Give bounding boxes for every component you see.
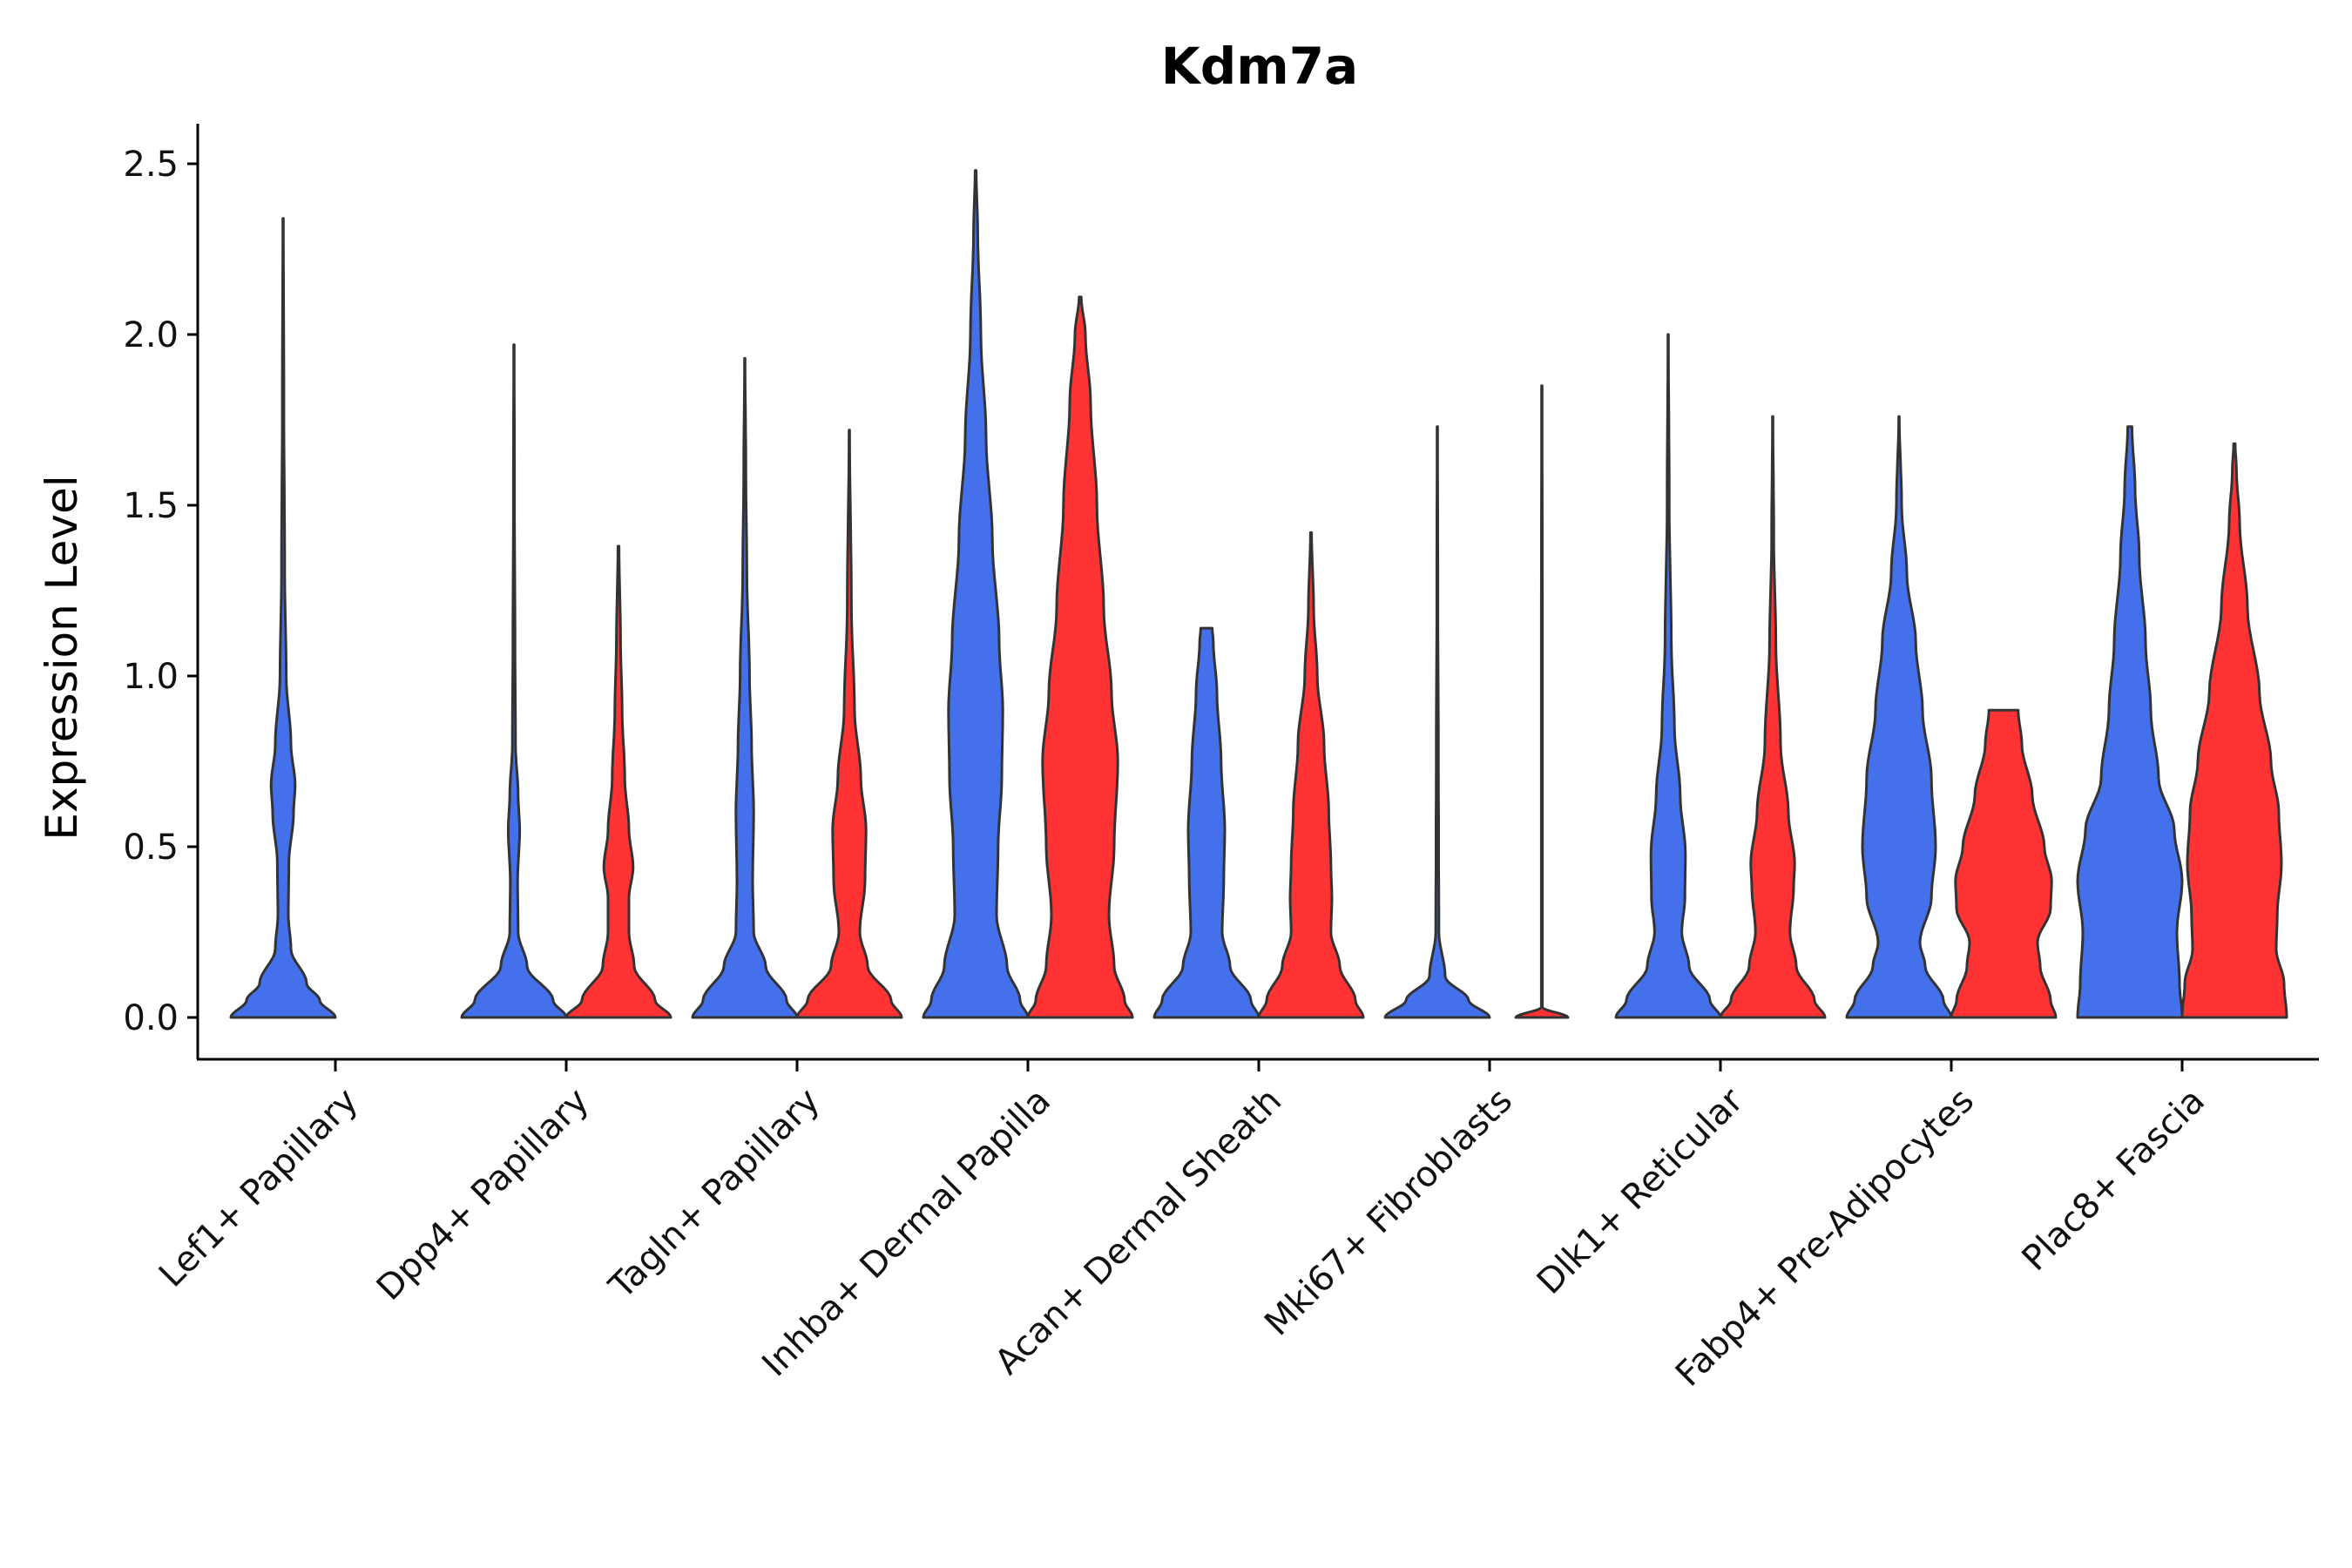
violin-blue-5 — [1152, 626, 1260, 1019]
violin-red-9 — [2180, 442, 2288, 1019]
violin-red-3 — [795, 429, 903, 1019]
y-tick-label: 1.0 — [123, 657, 179, 697]
y-tick-label: 1.5 — [123, 486, 179, 526]
violin-red-5 — [1257, 531, 1365, 1019]
violin-blue-3 — [691, 356, 799, 1019]
violin-blue-4 — [922, 169, 1030, 1019]
y-tick-label: 0.0 — [123, 998, 179, 1038]
violin-blue-8 — [1845, 415, 1953, 1019]
violin-red-7 — [1719, 415, 1827, 1019]
y-axis-ticks: 0.0 0.5 1.0 1.5 2.0 2.5 — [123, 145, 198, 1038]
violin-red-6 — [1514, 384, 1570, 1019]
y-tick-label: 2.5 — [123, 145, 179, 185]
violin-red-8 — [1950, 708, 2058, 1019]
violin-blue-1 — [229, 217, 337, 1019]
chart-title: Kdm7a — [1161, 37, 1358, 96]
violin-blue-7 — [1614, 333, 1722, 1019]
violin-red-4 — [1026, 295, 1134, 1019]
violin-group — [229, 169, 2288, 1019]
y-tick-label: 0.5 — [123, 828, 179, 868]
violin-blue-6 — [1383, 425, 1491, 1019]
violin-red-2 — [564, 544, 672, 1019]
y-axis-label: Expression Level — [37, 475, 87, 840]
violin-blue-9 — [2076, 425, 2184, 1019]
violin-blue-2 — [460, 343, 568, 1019]
y-tick-label: 2.0 — [123, 315, 179, 355]
